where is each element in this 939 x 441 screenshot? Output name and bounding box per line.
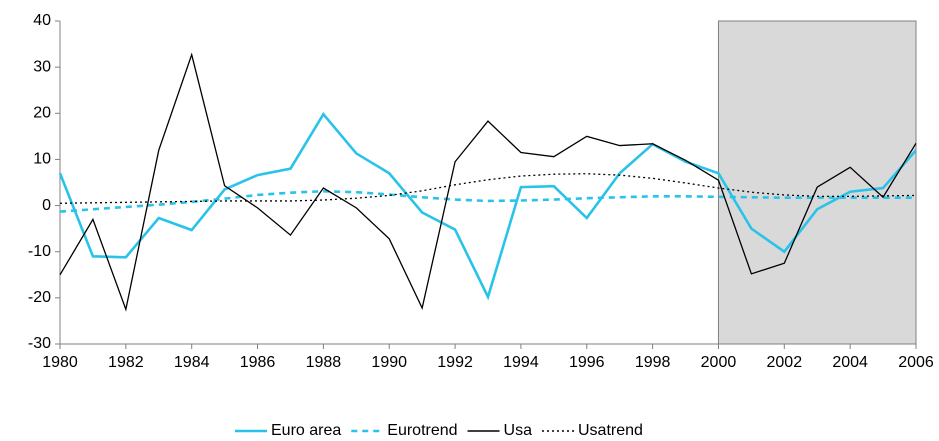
x-tick-label: 1996: [569, 354, 605, 371]
x-tick-label: 1984: [174, 354, 210, 371]
x-tick-label: 1980: [42, 354, 78, 371]
series-line: [59, 189, 916, 213]
x-tick-label: 2000: [701, 354, 737, 371]
y-tick-label: 30: [33, 58, 51, 75]
legend-label: Usa: [504, 422, 533, 439]
y-tick-label: -30: [28, 335, 51, 352]
x-tick-label: 1994: [503, 354, 539, 371]
x-tick-label: 1990: [371, 354, 407, 371]
y-tick-label: 20: [33, 105, 51, 122]
y-tick-label: -20: [28, 289, 51, 306]
series-line: [59, 173, 917, 204]
series-line: [58, 111, 917, 301]
y-tick-label: -10: [28, 243, 51, 260]
legend-label: Euro area: [271, 422, 341, 439]
legend-label: Usatrend: [578, 422, 643, 439]
x-tick-label: 1992: [437, 354, 473, 371]
x-tick-label: 1998: [635, 354, 671, 371]
x-tick-label: 2002: [767, 354, 803, 371]
shaded-region: [717, 20, 917, 345]
x-tick-label: 2006: [898, 354, 934, 371]
y-tick-label: 0: [42, 197, 51, 214]
y-tick-label: 40: [33, 12, 51, 29]
x-tick-label: 1986: [240, 354, 276, 371]
x-tick-label: 2004: [832, 354, 868, 371]
x-tick-label: 1982: [108, 354, 144, 371]
y-tick-label: 10: [33, 151, 51, 168]
legend-label: Eurotrend: [387, 422, 457, 439]
series-line: [59, 52, 917, 312]
x-tick-label: 1988: [306, 354, 342, 371]
